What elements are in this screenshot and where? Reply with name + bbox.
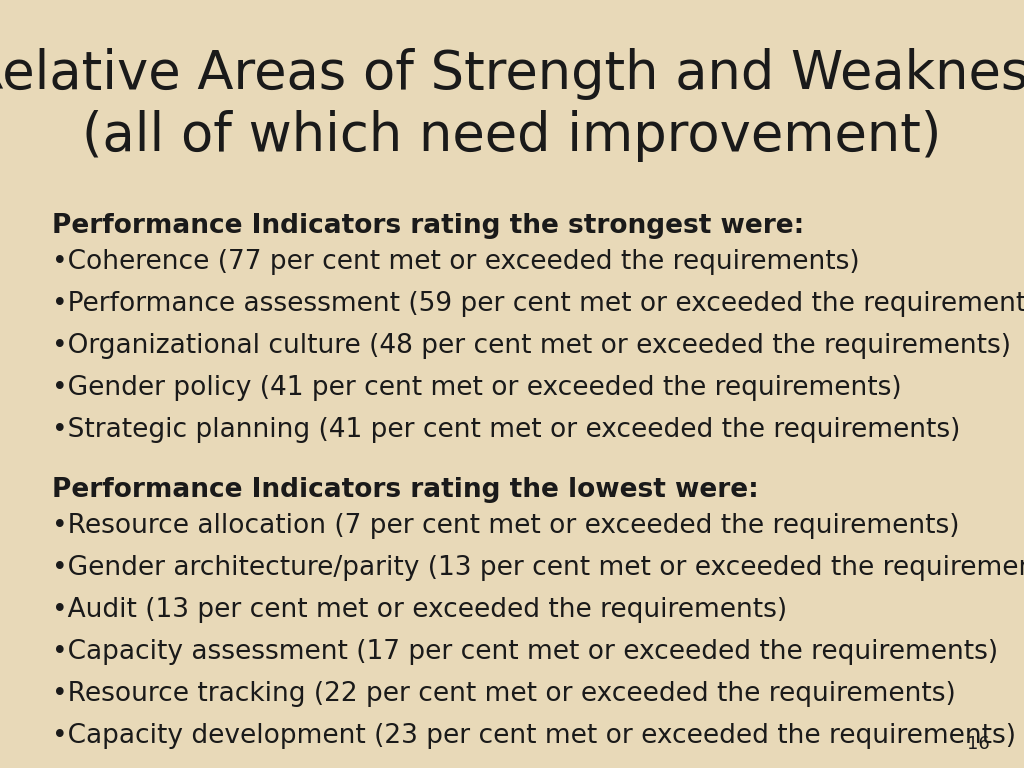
Text: •Resource allocation (7 per cent met or exceeded the requirements): •Resource allocation (7 per cent met or …: [52, 513, 959, 539]
Text: •Gender policy (41 per cent met or exceeded the requirements): •Gender policy (41 per cent met or excee…: [52, 375, 901, 401]
Text: Performance Indicators rating the lowest were:: Performance Indicators rating the lowest…: [52, 477, 759, 503]
Text: Performance Indicators rating the strongest were:: Performance Indicators rating the strong…: [52, 213, 804, 239]
Text: •Gender architecture/parity (13 per cent met or exceeded the requirements): •Gender architecture/parity (13 per cent…: [52, 555, 1024, 581]
Text: 16: 16: [968, 735, 990, 753]
Text: Relative Areas of Strength and Weakness
(all of which need improvement): Relative Areas of Strength and Weakness …: [0, 48, 1024, 162]
Text: •Strategic planning (41 per cent met or exceeded the requirements): •Strategic planning (41 per cent met or …: [52, 417, 961, 443]
Text: •Audit (13 per cent met or exceeded the requirements): •Audit (13 per cent met or exceeded the …: [52, 597, 787, 623]
Text: •Capacity development (23 per cent met or exceeded the requirements): •Capacity development (23 per cent met o…: [52, 723, 1016, 749]
Text: •Capacity assessment (17 per cent met or exceeded the requirements): •Capacity assessment (17 per cent met or…: [52, 639, 998, 665]
Text: •Organizational culture (48 per cent met or exceeded the requirements): •Organizational culture (48 per cent met…: [52, 333, 1011, 359]
Text: •Performance assessment (59 per cent met or exceeded the requirements): •Performance assessment (59 per cent met…: [52, 291, 1024, 317]
Text: •Resource tracking (22 per cent met or exceeded the requirements): •Resource tracking (22 per cent met or e…: [52, 681, 955, 707]
Text: •Coherence (77 per cent met or exceeded the requirements): •Coherence (77 per cent met or exceeded …: [52, 249, 859, 275]
